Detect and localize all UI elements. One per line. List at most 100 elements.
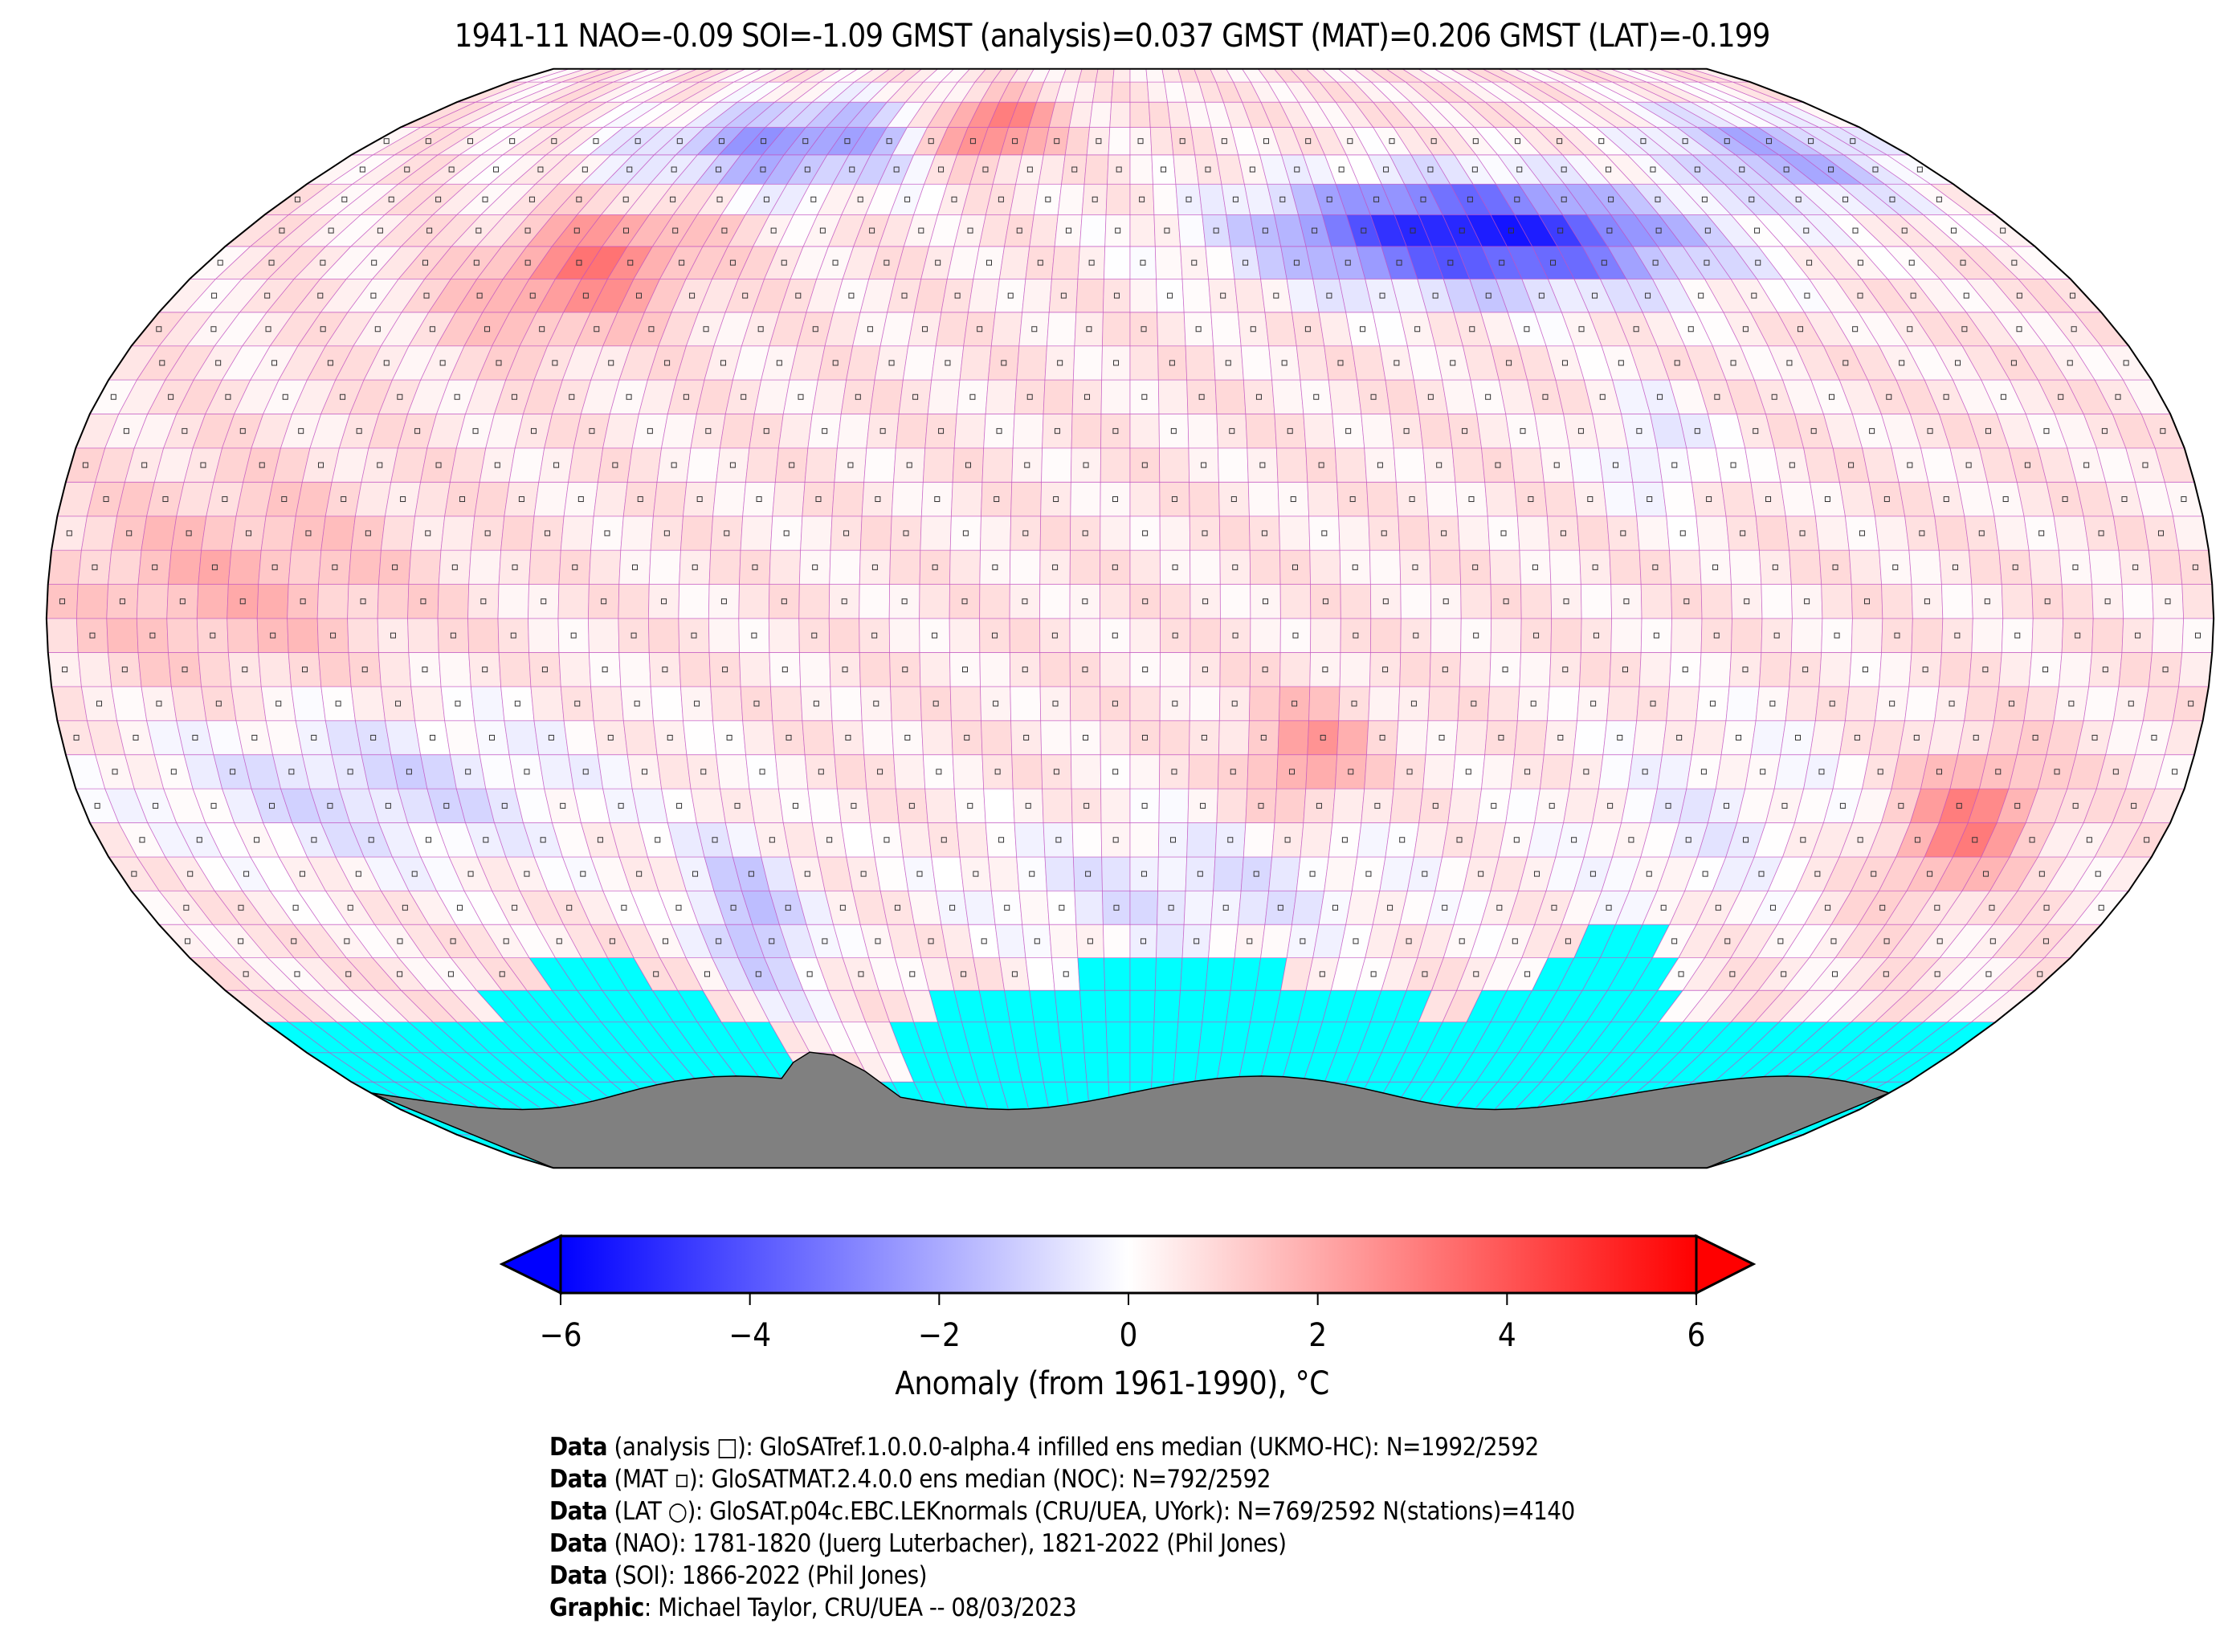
- analysis-marker: [435, 462, 442, 468]
- analysis-marker: [1524, 769, 1531, 775]
- analysis-marker: [883, 259, 890, 266]
- grid-cell: [1395, 481, 1429, 517]
- analysis-marker: [1910, 292, 1916, 299]
- analysis-marker: [539, 326, 545, 332]
- analysis-marker: [540, 837, 546, 843]
- analysis-marker: [641, 769, 647, 775]
- grid-cell: [1728, 652, 1762, 687]
- grid-cell: [377, 652, 412, 687]
- grid-cell: [1340, 618, 1372, 653]
- analysis-marker: [298, 428, 304, 434]
- grid-cell: [1686, 447, 1722, 483]
- grid-cell: [1904, 686, 1940, 721]
- grid-cell: [1039, 652, 1071, 687]
- grid-cell: [866, 788, 900, 823]
- grid-cell: [320, 686, 356, 721]
- grid-cell: [1101, 856, 1131, 891]
- grid-cell: [998, 246, 1030, 279]
- analysis-marker: [454, 394, 460, 400]
- grid-cell: [1069, 516, 1101, 551]
- grid-cell: [1107, 1052, 1131, 1083]
- grid-cell: [679, 652, 712, 687]
- grid-cell: [558, 652, 591, 687]
- grid-cell: [1761, 584, 1793, 619]
- grid-cell: [1160, 618, 1191, 653]
- analysis-marker: [869, 227, 875, 234]
- analysis-marker: [1713, 632, 1720, 638]
- grid-cell: [1129, 856, 1159, 891]
- grid-cell: [80, 686, 118, 721]
- grid-cell: [1129, 652, 1161, 687]
- analysis-marker: [1620, 530, 1626, 536]
- analysis-marker: [812, 326, 818, 332]
- grid-cell: [1247, 754, 1279, 789]
- grid-cell: [1216, 414, 1248, 449]
- grid-cell: [1234, 278, 1266, 313]
- analysis-marker: [1613, 462, 1619, 468]
- grid-cell: [437, 618, 470, 653]
- analysis-marker: [1842, 360, 1849, 366]
- grid-cell: [1208, 924, 1239, 959]
- credit-text: (SOI): 1866-2022 (Phil Jones): [607, 1561, 927, 1590]
- analysis-marker: [1318, 462, 1324, 468]
- grid-cell: [1451, 754, 1486, 789]
- analysis-marker: [2043, 428, 2050, 434]
- grid-cell: [1640, 584, 1672, 619]
- grid-cell: [1490, 618, 1522, 653]
- analysis-marker: [1029, 871, 1035, 877]
- analysis-marker: [1758, 871, 1765, 877]
- analysis-marker: [912, 394, 919, 400]
- analysis-marker: [192, 734, 198, 740]
- grid-cell: [2028, 652, 2063, 687]
- analysis-marker: [1373, 196, 1380, 202]
- grid-cell: [2112, 686, 2149, 721]
- grid-cell: [716, 754, 750, 789]
- grid-cell: [1038, 1052, 1066, 1083]
- analysis-marker: [982, 166, 989, 173]
- analysis-marker: [1394, 360, 1400, 366]
- grid-cell: [1074, 890, 1104, 925]
- analysis-marker: [1139, 196, 1145, 202]
- analysis-marker: [608, 360, 614, 366]
- analysis-marker: [511, 394, 517, 400]
- grid-cell: [1129, 584, 1161, 619]
- analysis-marker: [123, 428, 129, 434]
- analysis-marker: [769, 837, 775, 843]
- grid-cell: [772, 720, 806, 756]
- grid-cell: [1145, 68, 1165, 83]
- grid-cell: [1418, 414, 1453, 449]
- analysis-marker: [1345, 428, 1352, 434]
- analysis-marker: [1016, 227, 1022, 234]
- grid-cell: [1580, 618, 1613, 653]
- analysis-marker: [73, 734, 80, 740]
- analysis-marker: [1839, 802, 1846, 809]
- analysis-marker: [288, 769, 295, 775]
- grid-cell: [444, 720, 480, 756]
- analysis-marker: [894, 904, 900, 911]
- grid-cell: [1941, 584, 1973, 619]
- grid-cell: [1758, 549, 1792, 585]
- grid-cell: [859, 618, 891, 653]
- grid-cell: [1696, 686, 1730, 721]
- analysis-marker: [1599, 394, 1606, 400]
- grid-cell: [528, 618, 560, 653]
- analysis-marker: [1660, 904, 1667, 911]
- grid-cell: [1018, 312, 1050, 347]
- grid-cell: [1338, 686, 1370, 721]
- analysis-marker: [1777, 938, 1784, 944]
- analysis-marker: [1232, 632, 1239, 638]
- analysis-marker: [902, 667, 908, 673]
- analysis-marker: [1409, 496, 1415, 503]
- analysis-marker: [1258, 802, 1264, 809]
- grid-cell: [949, 652, 981, 687]
- analysis-marker: [1771, 394, 1777, 400]
- grid-cell: [908, 890, 942, 925]
- analysis-marker: [1678, 971, 1684, 977]
- analysis-marker: [395, 700, 402, 707]
- grid-cell: [1219, 652, 1251, 687]
- analysis-marker: [1936, 196, 1942, 202]
- analysis-marker: [1729, 971, 1736, 977]
- grid-cell: [1012, 414, 1044, 449]
- grid-cell: [874, 345, 909, 381]
- grid-cell: [1249, 549, 1281, 585]
